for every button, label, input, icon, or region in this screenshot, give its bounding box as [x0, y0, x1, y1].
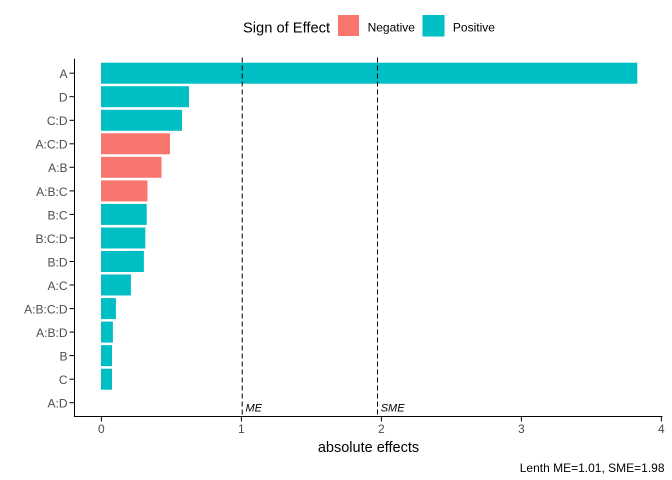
svg-text:B:C:D: B:C:D — [35, 232, 67, 246]
svg-text:Sign of Effect: Sign of Effect — [243, 21, 330, 37]
svg-text:B:C: B:C — [47, 208, 67, 222]
svg-text:A:C:D: A:C:D — [35, 138, 67, 152]
svg-text:SME: SME — [381, 403, 406, 415]
svg-text:B:D: B:D — [47, 255, 67, 269]
svg-text:2: 2 — [378, 422, 385, 436]
svg-text:B: B — [59, 350, 67, 364]
svg-text:A: A — [59, 67, 67, 81]
svg-text:A:D: A:D — [47, 397, 67, 411]
svg-text:A:B: A:B — [48, 161, 67, 175]
svg-text:1: 1 — [238, 422, 245, 436]
svg-text:D: D — [59, 91, 68, 105]
svg-text:A:B:D: A:B:D — [36, 326, 68, 340]
svg-text:Lenth ME=1.01, SME=1.98: Lenth ME=1.01, SME=1.98 — [520, 461, 665, 475]
svg-text:ME: ME — [246, 403, 263, 415]
svg-text:4: 4 — [658, 422, 665, 436]
svg-text:0: 0 — [98, 422, 105, 436]
svg-text:A:B:C:D: A:B:C:D — [24, 303, 68, 317]
svg-text:Negative: Negative — [368, 20, 416, 34]
svg-text:A:C: A:C — [47, 279, 67, 293]
svg-text:A:B:C: A:B:C — [36, 185, 68, 199]
svg-text:3: 3 — [518, 422, 525, 436]
svg-text:C:D: C:D — [47, 114, 68, 128]
svg-text:C: C — [59, 373, 68, 387]
svg-text:Positive: Positive — [453, 20, 495, 34]
svg-text:absolute effects: absolute effects — [318, 440, 419, 456]
